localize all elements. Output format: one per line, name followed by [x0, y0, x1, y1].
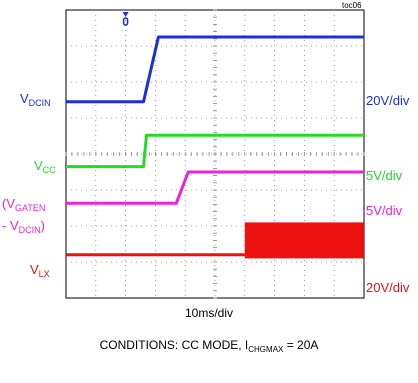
traces [66, 35, 364, 259]
conditions-suffix: = 20A [283, 338, 319, 352]
trace-vcc [66, 133, 364, 169]
scale-vlx: 20V/div [366, 280, 410, 295]
label-gate-sub2: DCIN [18, 225, 41, 235]
label-gate-open: (V [2, 196, 15, 211]
conditions-prefix: CONDITIONS: CC MODE, I [99, 338, 249, 352]
label-vlx-main: V [30, 262, 39, 277]
trigger-arrow-icon [122, 12, 129, 17]
trigger-level-icon [122, 17, 129, 26]
trace-gate [66, 170, 364, 205]
label-vlx: VLX [30, 262, 50, 282]
conditions-caption: CONDITIONS: CC MODE, ICHGMAX = 20A [0, 338, 418, 354]
label-gate: (VGATEN - VDCIN) [2, 195, 45, 239]
scale-vcc: 5V/div [366, 168, 403, 183]
label-vdcin-sub: DCIN [28, 98, 51, 108]
label-vcc-sub: CC [42, 165, 56, 175]
timebase-label: 10ms/div [184, 306, 234, 320]
label-vdcin-main: V [20, 91, 29, 106]
conditions-sub: CHGMAX [248, 345, 284, 354]
label-gate-close: ) [40, 218, 45, 233]
scale-vdcin: 20V/div [366, 93, 410, 108]
figure-id: toc06 [342, 1, 362, 10]
label-vcc: VCC [34, 158, 56, 178]
label-vdcin: VDCIN [20, 91, 51, 111]
label-gate-sub1: GATEN [15, 203, 46, 213]
scale-gate: 5V/div [366, 203, 403, 218]
trace-dcin [66, 35, 364, 104]
trace-lx-switching [244, 222, 364, 259]
trigger-marker [122, 12, 129, 26]
label-vcc-main: V [34, 158, 43, 173]
label-vlx-sub: LX [38, 269, 50, 279]
label-gate-minus: - V [2, 218, 19, 233]
